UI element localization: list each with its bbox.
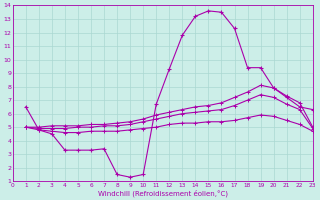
X-axis label: Windchill (Refroidissement éolien,°C): Windchill (Refroidissement éolien,°C) bbox=[98, 189, 228, 197]
